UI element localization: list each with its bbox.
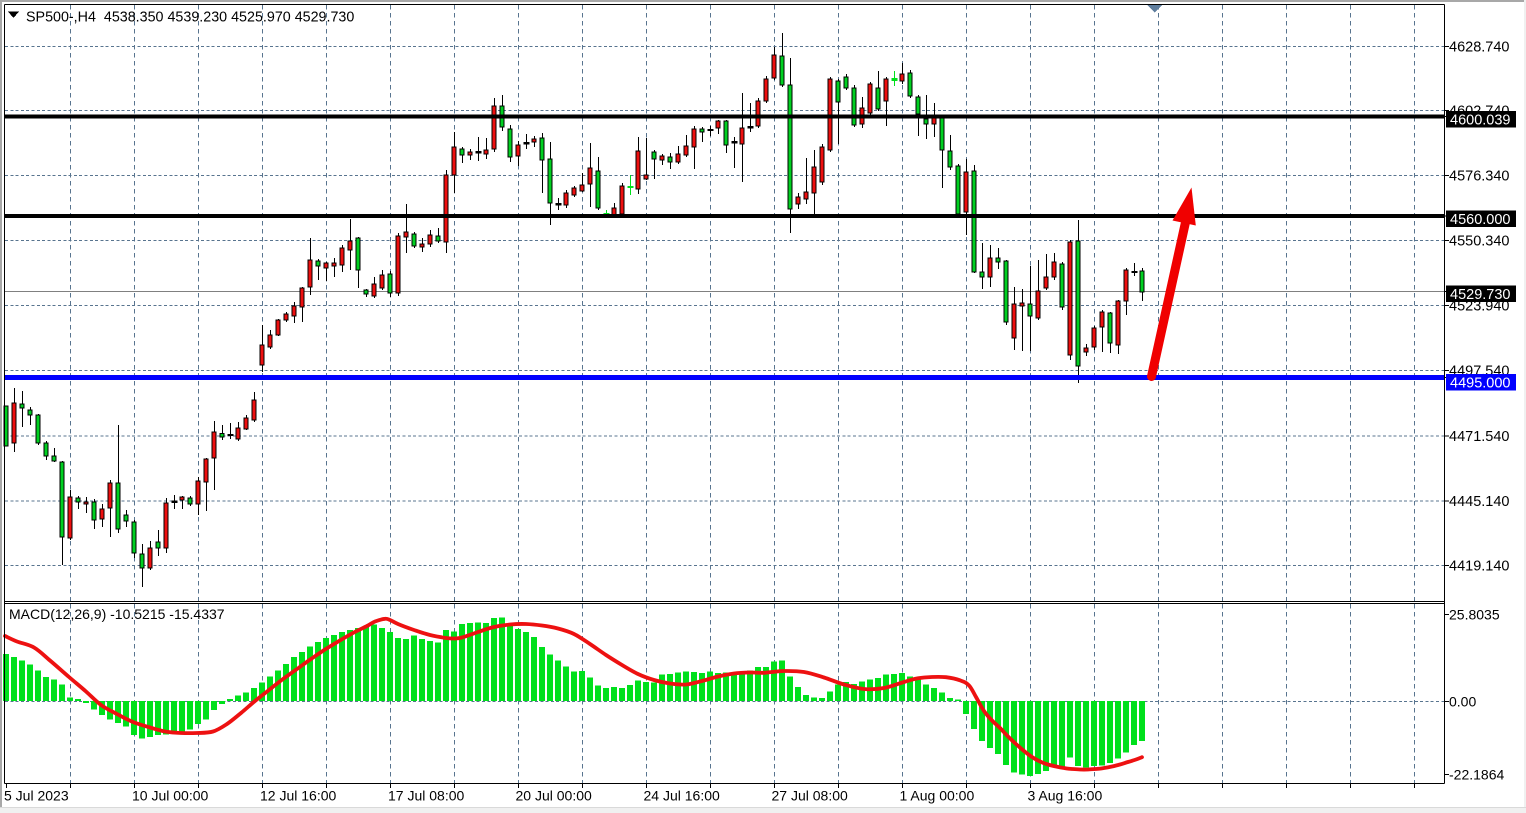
svg-text:-22.1864: -22.1864 bbox=[1449, 767, 1504, 783]
svg-text:25.8035: 25.8035 bbox=[1449, 607, 1500, 623]
svg-text:4419.140: 4419.140 bbox=[1449, 559, 1509, 575]
svg-text:3 Aug 16:00: 3 Aug 16:00 bbox=[1028, 788, 1103, 804]
svg-text:10 Jul 00:00: 10 Jul 00:00 bbox=[132, 788, 208, 804]
svg-text:4523.940: 4523.940 bbox=[1449, 299, 1509, 315]
svg-text:4600.039: 4600.039 bbox=[1450, 112, 1510, 128]
svg-text:0.00: 0.00 bbox=[1449, 694, 1476, 710]
svg-text:5 Jul 2023: 5 Jul 2023 bbox=[4, 788, 69, 804]
svg-text:27 Jul 08:00: 27 Jul 08:00 bbox=[772, 788, 848, 804]
svg-text:24 Jul 16:00: 24 Jul 16:00 bbox=[644, 788, 720, 804]
svg-text:SP500-,H4 4538.350 4539.230 4: SP500-,H4 4538.350 4539.230 4525.970 452… bbox=[26, 10, 354, 26]
svg-text:MACD(12,26,9) -10.5215 -15.433: MACD(12,26,9) -10.5215 -15.4337 bbox=[9, 606, 225, 622]
svg-text:1 Aug 00:00: 1 Aug 00:00 bbox=[900, 788, 975, 804]
svg-text:4471.540: 4471.540 bbox=[1449, 429, 1509, 445]
svg-text:4495.000: 4495.000 bbox=[1450, 375, 1510, 391]
svg-text:4576.340: 4576.340 bbox=[1449, 169, 1509, 185]
svg-text:4560.000: 4560.000 bbox=[1450, 212, 1510, 228]
svg-text:12 Jul 16:00: 12 Jul 16:00 bbox=[260, 788, 336, 804]
svg-text:4628.740: 4628.740 bbox=[1449, 40, 1509, 56]
svg-text:17 Jul 08:00: 17 Jul 08:00 bbox=[388, 788, 464, 804]
svg-text:4529.730: 4529.730 bbox=[1450, 287, 1510, 303]
svg-text:4445.140: 4445.140 bbox=[1449, 494, 1509, 510]
svg-text:20 Jul 00:00: 20 Jul 00:00 bbox=[516, 788, 592, 804]
svg-text:4550.340: 4550.340 bbox=[1449, 234, 1509, 250]
